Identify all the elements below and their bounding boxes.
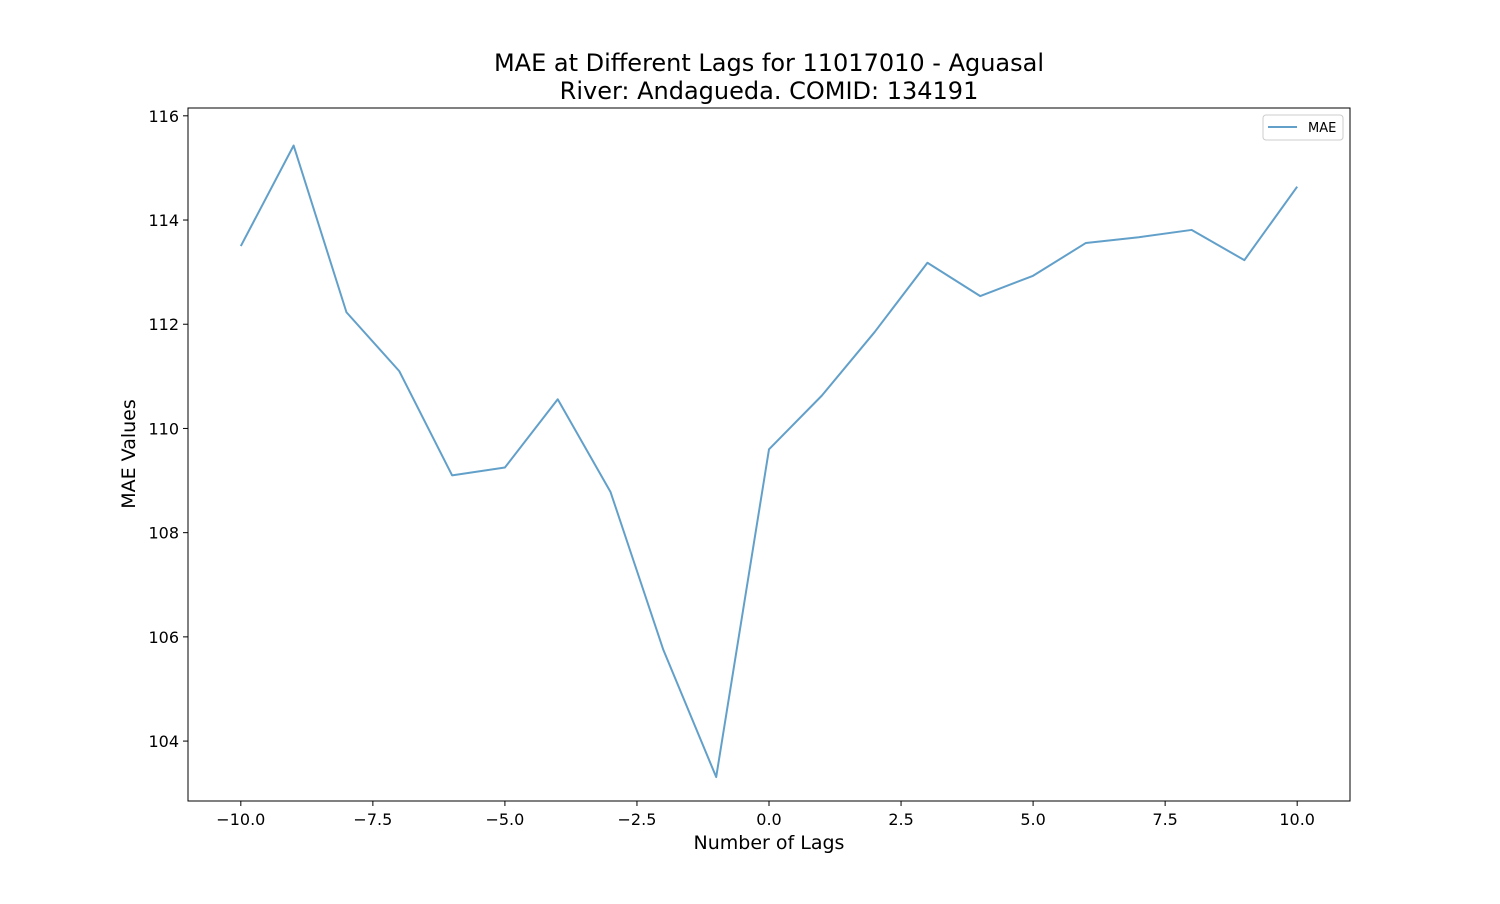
x-tick-label: 7.5 [1152, 810, 1177, 829]
y-tick-label: 114 [148, 211, 179, 230]
x-axis-label: Number of Lags [694, 832, 845, 854]
legend-label-mae: MAE [1308, 121, 1336, 136]
x-tick-label: 2.5 [888, 810, 913, 829]
y-tick-label: 112 [148, 315, 179, 334]
y-tick-label: 116 [148, 107, 179, 126]
x-tick-label: −2.5 [618, 810, 657, 829]
chart-title-line2: River: Andagueda. COMID: 134191 [560, 77, 979, 105]
y-tick-label: 106 [148, 628, 179, 647]
y-tick-label: 110 [148, 419, 179, 438]
y-axis-label: MAE Values [118, 399, 140, 509]
x-tick-label: 0.0 [756, 810, 781, 829]
x-tick-label: −7.5 [353, 810, 392, 829]
x-tick-label: −10.0 [216, 810, 265, 829]
plot-area [239, 144, 1298, 779]
y-tick-label: 108 [148, 524, 179, 543]
x-tick-label: −5.0 [485, 810, 524, 829]
series-line-mae [239, 144, 1298, 779]
x-tick-label: 5.0 [1020, 810, 1045, 829]
chart-title-line1: MAE at Different Lags for 11017010 - Agu… [494, 49, 1044, 77]
legend-box [1262, 114, 1344, 141]
legend: MAE [1262, 114, 1344, 141]
x-tick-label: 10.0 [1279, 810, 1315, 829]
y-tick-label: 104 [148, 732, 179, 751]
